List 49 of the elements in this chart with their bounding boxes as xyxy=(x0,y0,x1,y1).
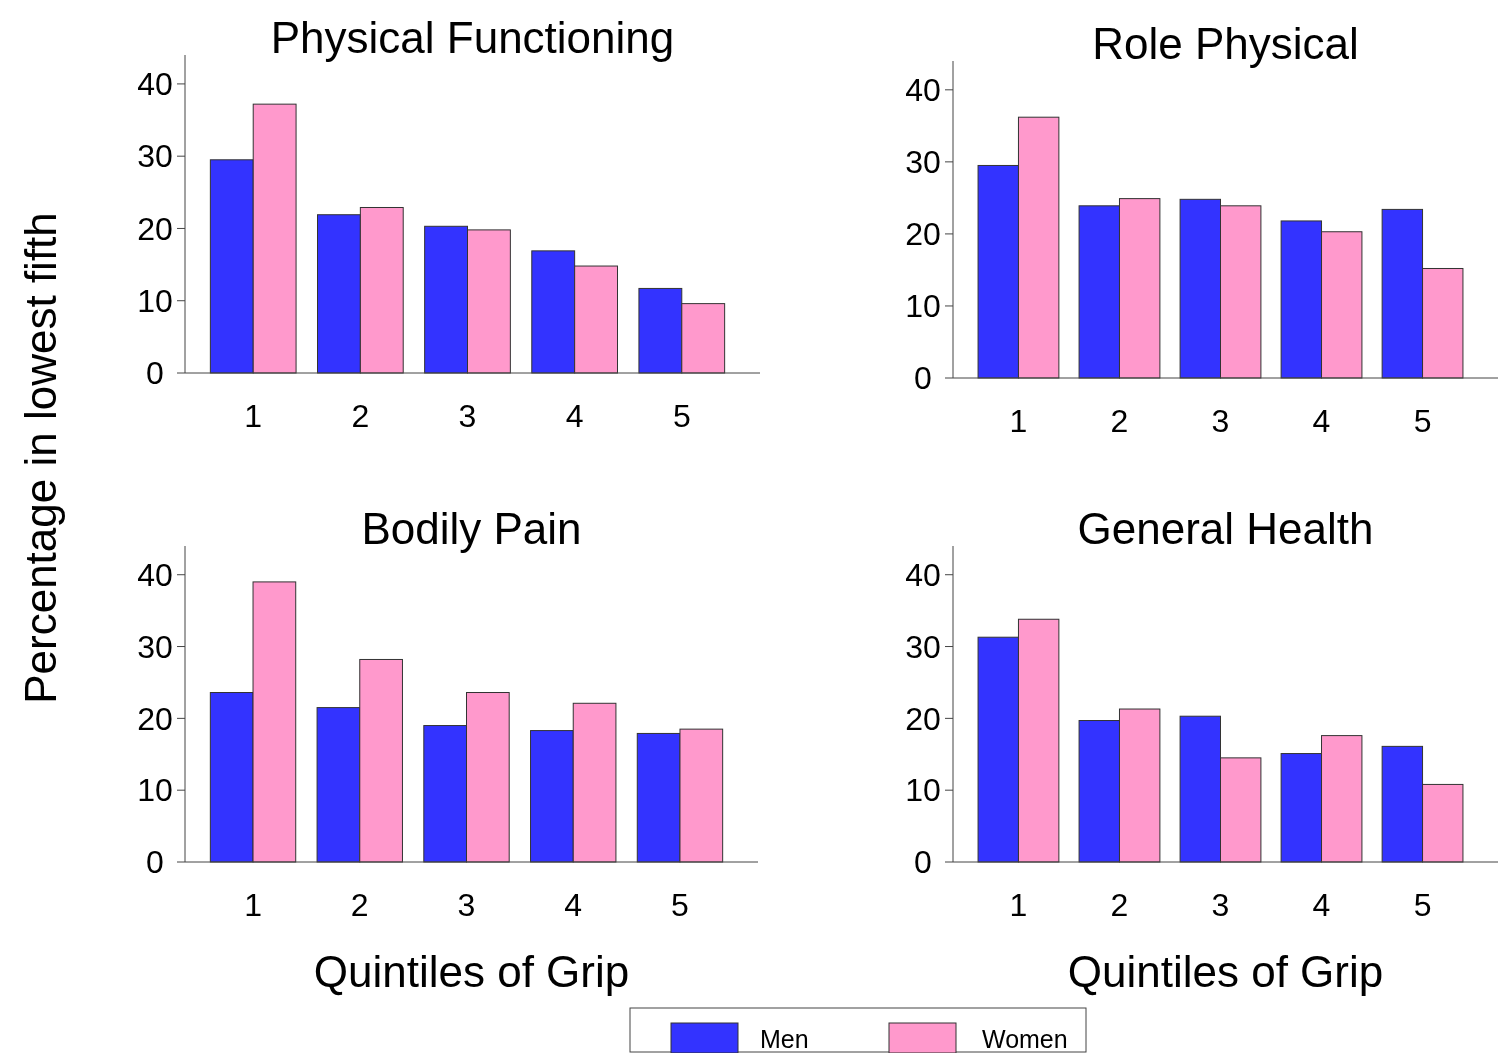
y-tick-label: 0 xyxy=(146,844,164,881)
x-tick-label: 4 xyxy=(565,398,584,434)
y-tick-label: 20 xyxy=(905,216,941,253)
x-axis-title: Quintiles of Grip xyxy=(313,947,630,996)
chart-title: Bodily Pain xyxy=(361,504,582,553)
x-tick-label: 1 xyxy=(244,887,262,923)
x-tick-label: 3 xyxy=(1211,887,1230,923)
y-tick-label: 30 xyxy=(905,144,941,181)
chart-title: Role Physical xyxy=(1092,19,1359,68)
x-tick-label: 2 xyxy=(350,887,369,923)
x-tick-label: 4 xyxy=(1312,403,1331,439)
y-tick-label: 30 xyxy=(137,138,173,175)
y-tick-label: 10 xyxy=(905,288,941,325)
x-tick-label: 5 xyxy=(672,398,691,434)
x-tick-label: 3 xyxy=(458,398,477,434)
x-tick-label: 2 xyxy=(1110,403,1129,439)
x-tick-label: 2 xyxy=(351,398,370,434)
y-tick-label: 10 xyxy=(137,282,173,319)
x-tick-label: 3 xyxy=(1211,403,1230,439)
y-axis-title: Percentage in lowest fifth xyxy=(16,212,65,704)
x-tick-label: 1 xyxy=(1009,887,1028,923)
y-tick-label: 0 xyxy=(146,355,164,392)
x-tick-label: 5 xyxy=(1413,887,1432,923)
x-tick-label: 1 xyxy=(1009,403,1028,439)
x-axis-title: Quintiles of Grip xyxy=(1067,947,1384,996)
x-tick-label: 3 xyxy=(457,887,476,923)
x-tick-label: 5 xyxy=(671,887,689,923)
x-tick-label: 2 xyxy=(1110,887,1129,923)
x-tick-label: 5 xyxy=(1413,403,1432,439)
legend-label: Men xyxy=(760,1025,809,1053)
y-tick-label: 20 xyxy=(137,700,173,737)
y-tick-label: 10 xyxy=(137,772,173,809)
y-tick-label: 20 xyxy=(905,700,941,737)
y-tick-label: 40 xyxy=(137,66,173,103)
legend-label: Women xyxy=(982,1025,1068,1053)
y-tick-label: 40 xyxy=(905,556,941,593)
chart-title: Physical Functioning xyxy=(270,13,675,62)
y-tick-label: 40 xyxy=(905,72,941,109)
x-tick-label: 1 xyxy=(244,398,263,434)
x-tick-label: 4 xyxy=(564,887,583,923)
y-tick-label: 30 xyxy=(137,628,173,665)
x-tick-label: 4 xyxy=(1312,887,1331,923)
chart-title: General Health xyxy=(1077,504,1374,553)
y-tick-label: 40 xyxy=(137,556,173,593)
y-tick-label: 30 xyxy=(905,628,941,665)
y-tick-label: 10 xyxy=(905,772,941,809)
y-tick-label: 0 xyxy=(914,844,932,881)
y-tick-label: 20 xyxy=(137,210,173,247)
y-tick-label: 0 xyxy=(914,360,932,397)
